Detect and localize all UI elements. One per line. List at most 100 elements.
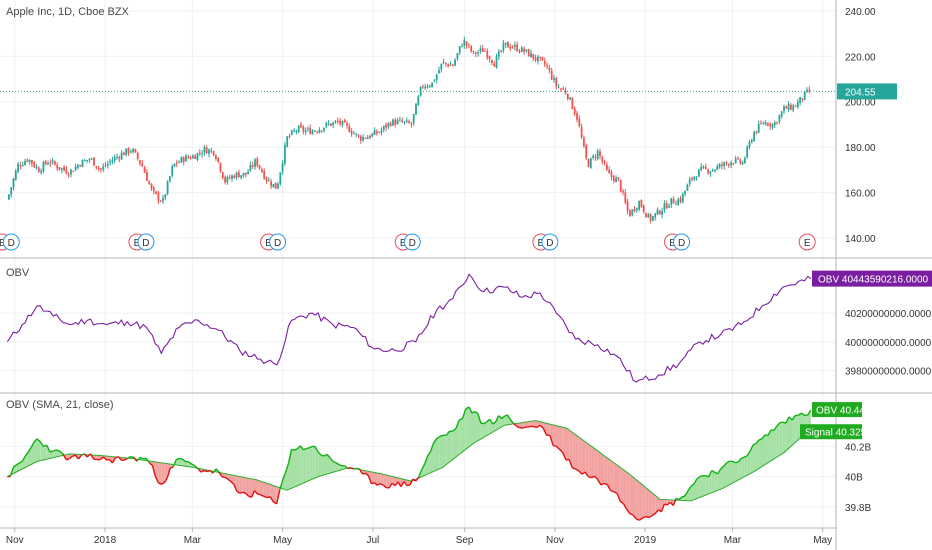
obv-sma-line-segment xyxy=(12,464,17,468)
obv-signal-fill xyxy=(300,445,304,485)
time-tick-label: May xyxy=(813,535,832,546)
obv-sma-line-segment xyxy=(365,472,369,477)
candle-body xyxy=(783,106,785,112)
obv-sma-line-segment xyxy=(21,455,26,462)
obv-signal-fill xyxy=(559,426,563,453)
obv-signal-fill xyxy=(158,462,162,485)
obv-sma-line-segment xyxy=(69,455,73,460)
obv-sma-line-segment xyxy=(681,495,686,498)
dividend-marker xyxy=(2,233,20,251)
candle-body xyxy=(93,157,95,166)
obv-signal-fill xyxy=(633,477,637,519)
candle-body xyxy=(665,203,668,209)
obv-sma-tick-label: 40.2B xyxy=(845,442,871,453)
time-tick-label: Nov xyxy=(6,535,24,546)
candle-body xyxy=(111,160,114,163)
obv-sma-line-segment xyxy=(194,465,199,470)
candle-body xyxy=(152,187,155,192)
obv-sma-line-segment xyxy=(471,410,476,414)
obv-sma-line-segment xyxy=(626,508,631,515)
candle-body xyxy=(654,213,657,218)
obv-sma-line-segment xyxy=(559,448,564,454)
candle-body xyxy=(624,192,627,203)
obv-signal-fill xyxy=(714,472,718,492)
obv-signal-fill xyxy=(380,473,384,486)
obv-sma-line-segment xyxy=(53,449,57,452)
earnings-marker-label: E xyxy=(538,238,545,249)
obv-signal-fill xyxy=(251,478,255,498)
candle-body xyxy=(681,193,684,203)
obv-signal-fill xyxy=(386,475,390,488)
obv-signal-fill xyxy=(723,463,727,488)
candle-body xyxy=(645,212,647,218)
obv-signal-fill xyxy=(613,462,618,494)
candle-body xyxy=(792,105,795,111)
candle-body xyxy=(435,74,438,80)
obv-signal-fill xyxy=(179,458,183,466)
obv-sma-line-segment xyxy=(72,454,76,457)
candle-body xyxy=(504,42,507,45)
time-tick-label: Jul xyxy=(366,535,379,546)
obv-sma-line-segment xyxy=(610,489,615,493)
candle-body xyxy=(546,65,548,67)
obv-tick-label: 40000000000.0000 xyxy=(845,338,932,349)
candle-body xyxy=(30,160,33,164)
candle-body xyxy=(794,105,797,107)
obv-sma-line-segment xyxy=(782,421,787,424)
candle-body xyxy=(162,197,164,202)
candle-body xyxy=(571,98,574,110)
obv-sma-line-segment xyxy=(56,449,61,452)
candle-body xyxy=(336,120,339,122)
obv-signal-fill xyxy=(629,474,634,515)
obv-sma-line-segment xyxy=(418,469,423,478)
candle-body xyxy=(364,137,367,139)
candle-body xyxy=(656,209,659,215)
obv-signal-fill xyxy=(282,472,286,490)
obv-sma-line-segment xyxy=(49,450,54,453)
candle-body xyxy=(139,160,141,164)
candle-body xyxy=(157,193,160,201)
candle-body xyxy=(311,130,314,135)
time-tick-label: May xyxy=(273,535,292,546)
candle-body xyxy=(417,96,420,105)
candle-body xyxy=(631,209,634,216)
obv-sma-line-segment xyxy=(353,467,357,470)
candle-body xyxy=(433,80,436,82)
obv-sma-line-segment xyxy=(427,451,432,457)
obv-signal-fill xyxy=(315,446,319,478)
candle-body xyxy=(668,205,670,208)
candle-body xyxy=(799,97,801,103)
price-tick-label: 220.00 xyxy=(845,52,876,63)
candle-body xyxy=(801,98,804,100)
candle-body xyxy=(288,135,291,137)
candle-body xyxy=(79,165,82,167)
candle-body xyxy=(424,86,427,89)
candle-body xyxy=(371,133,374,137)
time-tick-label: Nov xyxy=(546,535,564,546)
obv-sma-line-segment xyxy=(15,462,20,466)
candle-body xyxy=(191,155,194,159)
obv-sma-line-segment xyxy=(294,448,298,451)
obv-sma-line-segment xyxy=(323,453,328,457)
obv-sma-line-segment xyxy=(43,444,48,448)
obv-tick-label: 39800000000.0000 xyxy=(845,367,932,378)
candle-body xyxy=(168,176,171,182)
candle-body xyxy=(548,67,551,71)
obv-sma-line-segment xyxy=(773,425,778,431)
candle-body xyxy=(350,131,353,134)
obv-signal-fill xyxy=(588,443,592,478)
obv-signal-fill xyxy=(424,456,428,476)
candle-body xyxy=(320,130,323,132)
obv-signal-fill xyxy=(720,466,724,490)
obv-sma-line-segment xyxy=(629,513,634,516)
candle-body xyxy=(697,169,700,177)
obv-sma-line-segment xyxy=(376,483,381,486)
candle-body xyxy=(185,155,187,162)
obv-sma-line-segment xyxy=(616,492,621,502)
obv-sma-line-segment xyxy=(133,456,138,462)
candle-body xyxy=(392,119,394,126)
obv-sma-line-segment xyxy=(163,477,168,484)
candle-body xyxy=(208,149,210,154)
candle-body xyxy=(796,101,799,108)
